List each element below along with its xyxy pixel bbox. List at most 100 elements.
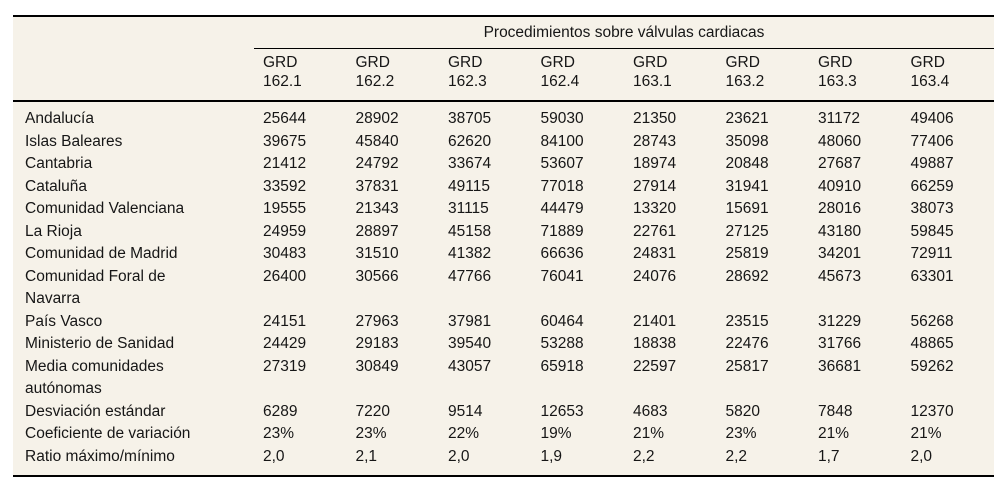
cell-value: 35098 (725, 132, 769, 150)
column-group-label: GRD (540, 54, 575, 71)
cell-value: 44479 (540, 200, 584, 217)
cell-value: 33592 (263, 177, 307, 195)
cell-value: 22% (448, 425, 480, 442)
row-label: Cantabria (25, 155, 93, 172)
row-label-header (13, 48, 254, 102)
cell-value: 60464 (540, 312, 584, 330)
cell-value: 15691 (725, 200, 769, 217)
column-header-grd-163.1: GRD 163.1 (624, 48, 717, 102)
cell-value: 63301 (910, 267, 954, 285)
column-code: 162.3 (448, 72, 487, 90)
cell-value: 30566 (355, 267, 399, 285)
column-code: 162.1 (263, 72, 302, 90)
cell-value: 2,0 (448, 447, 470, 465)
cell-value: 24429 (263, 335, 307, 352)
cell-value: 48865 (910, 335, 954, 352)
column-header-grd-162.2: GRD 162.2 (346, 48, 439, 102)
cell-value: 27125 (725, 222, 769, 240)
table-row: Comunidad de Madrid 30483 31510 41382 66636 2… (13, 243, 994, 266)
table-row: Ratio máximo/mínimo 2,0 2,1 2,0 1,9 2,2 2,2 1,7… (13, 446, 994, 477)
column-code: 163.3 (818, 72, 857, 90)
cell-value: 24076 (633, 267, 677, 285)
cell-value: 37831 (355, 177, 399, 195)
row-label: Ratio máximo/mínimo (25, 447, 175, 465)
cell-value: 59845 (910, 222, 954, 240)
table-row: Andalucía 25644 28902 38705 59030 21350 23621 3… (13, 101, 994, 131)
cell-value: 28902 (355, 110, 399, 127)
cell-value: 27687 (818, 155, 862, 172)
column-group-label: GRD (910, 54, 945, 71)
table-body: Andalucía 25644 28902 38705 59030 21350 23621 3… (13, 101, 994, 476)
cell-value: 31766 (818, 335, 862, 352)
cell-value: 43180 (818, 222, 862, 240)
cell-value: 45840 (355, 132, 399, 150)
cell-value: 21% (818, 425, 850, 442)
cell-value: 1,9 (540, 447, 563, 465)
row-label: Cataluña (25, 177, 88, 195)
cell-value: 26400 (263, 267, 307, 285)
cell-value: 71889 (540, 222, 584, 240)
column-group-label: GRD (263, 54, 298, 71)
cell-value: 31510 (355, 245, 399, 262)
cell-value: 13320 (633, 200, 677, 217)
cell-value: 23621 (725, 110, 769, 127)
cell-value: 38705 (448, 110, 492, 127)
column-group-label: GRD (448, 54, 483, 71)
cell-value: 18974 (633, 155, 677, 172)
cell-value: 23515 (725, 312, 769, 330)
cell-value: 47766 (448, 267, 492, 285)
table-row: Cantabria 21412 24792 33674 53607 18974 20848 2… (13, 153, 994, 176)
row-label: Coeficiente de variación (25, 425, 191, 442)
cell-value: 18838 (633, 335, 677, 352)
row-label: Desviación estándar (25, 402, 166, 420)
column-header-grd-162.4: GRD 162.4 (531, 48, 624, 102)
cell-value: 33674 (448, 155, 492, 172)
cell-value: 7848 (818, 402, 853, 420)
cell-value: 66636 (540, 245, 584, 262)
cell-value: 2,2 (725, 447, 748, 465)
cell-value: 23% (725, 425, 757, 442)
cell-value: 24151 (263, 312, 307, 330)
table-row: Ministerio de Sanidad 24429 29183 39540 5328… (13, 333, 994, 356)
cell-value: 30483 (263, 245, 307, 262)
column-code: 163.4 (910, 72, 950, 90)
row-label: Ministerio de Sanidad (25, 335, 175, 352)
cell-value: 27319 (263, 357, 307, 375)
grd-valve-procedures-table: Procedimientos sobre válvulas cardiacas … (13, 15, 994, 477)
cell-value: 31172 (818, 110, 860, 127)
cell-value: 49115 (448, 177, 490, 195)
cell-value: 39540 (448, 335, 492, 352)
column-group-label: GRD (725, 54, 760, 71)
row-label: Andalucía (25, 110, 94, 127)
cell-value: 37981 (448, 312, 492, 330)
cell-value: 23% (263, 425, 295, 442)
cell-value: 25819 (725, 245, 769, 262)
table-row: Coeficiente de variación 23% 23% 22% 19% 21% 2… (13, 423, 994, 446)
cell-value: 36681 (818, 357, 862, 375)
column-header-row: GRD 162.1 GRD 162.2 GRD 162.3 GRD 162.4 GRD 163.1… (13, 48, 994, 102)
cell-value: 12653 (540, 402, 584, 420)
cell-value: 31229 (818, 312, 862, 330)
cell-value: 62620 (448, 132, 492, 150)
cell-value: 24959 (263, 222, 307, 240)
column-group-label: GRD (818, 54, 853, 71)
column-header-grd-163.3: GRD 163.3 (809, 48, 902, 102)
table-header: Procedimientos sobre válvulas cardiacas … (13, 16, 994, 102)
cell-value: 22761 (633, 222, 677, 240)
cell-value: 27914 (633, 177, 677, 195)
cell-value: 19555 (263, 200, 307, 217)
cell-value: 4683 (633, 402, 668, 420)
cell-value: 45158 (448, 222, 492, 240)
cell-value: 9514 (448, 402, 483, 420)
cell-value: 24792 (355, 155, 399, 172)
cell-value: 21343 (355, 200, 399, 217)
cell-value: 2,2 (633, 447, 655, 465)
cell-value: 6289 (263, 402, 298, 420)
cell-value: 19% (540, 425, 572, 442)
column-header-grd-163.2: GRD 163.2 (716, 48, 809, 102)
table-row: País Vasco 24151 27963 37981 60464 21401 23515… (13, 311, 994, 334)
table-row: Comunidad Valenciana 19555 21343 31115 44479… (13, 198, 994, 221)
cell-value: 25817 (725, 357, 769, 375)
cell-value: 77018 (540, 177, 584, 195)
cell-value: 59030 (540, 110, 584, 127)
